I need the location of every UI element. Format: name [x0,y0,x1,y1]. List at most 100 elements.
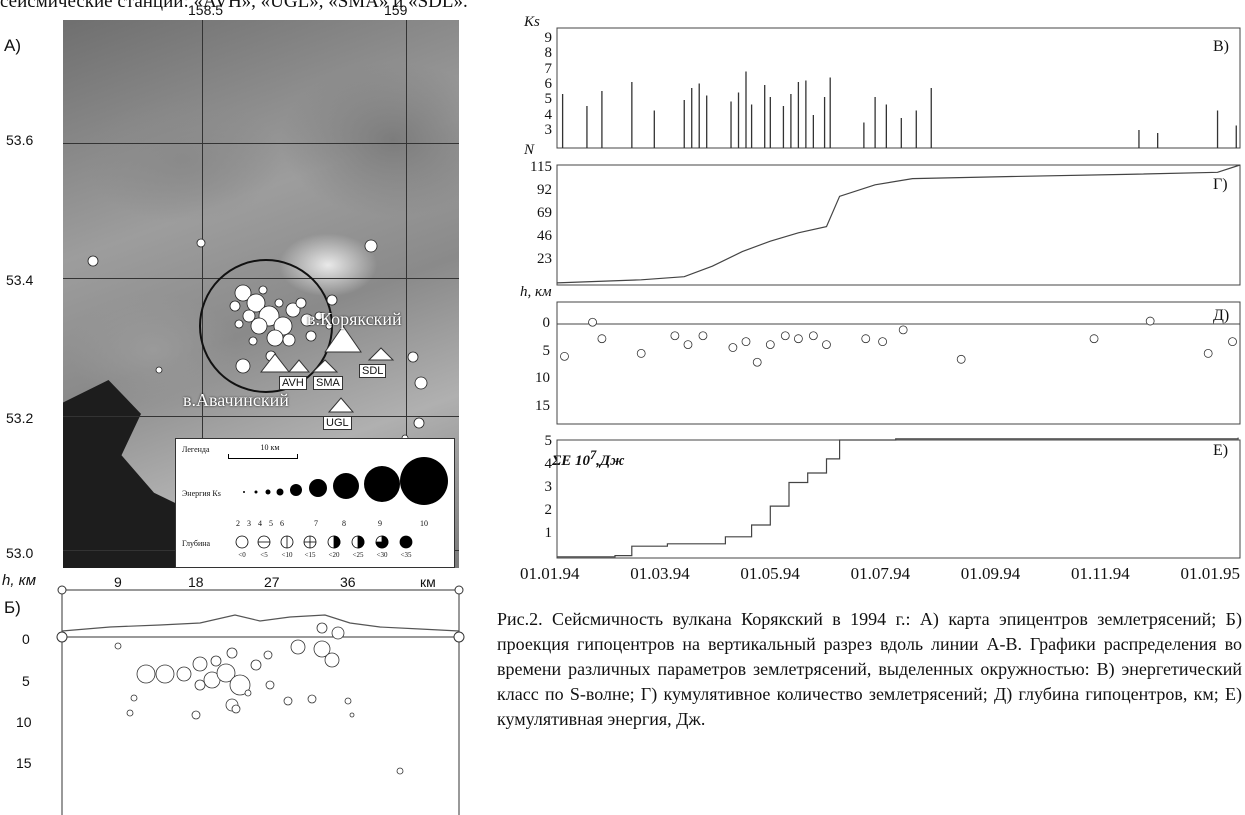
map-panel-label: А) [4,36,21,55]
avachinsky-label: в.Авачинский [183,390,289,410]
cross-section-plot [56,585,465,815]
ks-panel-label: В) [1213,38,1229,55]
h-point [878,337,887,347]
legend-energy-class: 3 [247,519,258,528]
section-x-tick: 9 [114,574,122,590]
legend-depth-class: <10 [281,551,293,559]
station-sdl: SDL [359,364,387,378]
e-tick: 3 [544,479,553,495]
legend-depth-label: Глубина [182,539,211,548]
n-tick: 92 [537,182,552,198]
h-point [808,331,818,341]
legend-scale-text: 10 км [260,443,280,452]
date-tick: 01.05.94 [740,564,800,583]
legend-energy-class: 4 [258,519,269,528]
e-tick: 5 [544,433,553,449]
grid-line [63,143,459,144]
section-x-tick: 18 [188,574,204,590]
h-point [822,340,831,349]
section-y-tick: 0 [22,631,30,647]
legend-energy-class: 6 [280,519,291,528]
e-series-line [557,437,1239,558]
e-title-main: ΣE 10 [552,453,591,469]
legend-energy-classes: 23456 [236,519,291,528]
section-y-title: h, км [2,572,37,589]
e-title-unit: ,Дж [596,453,625,469]
h-panel-label: Д) [1213,307,1230,324]
h-point [683,340,693,349]
section-y-tick: 15 [16,755,32,771]
legend-title: Легенда [182,445,210,454]
h-tick: 15 [535,398,550,414]
epicenter-overlay [87,238,428,442]
ks-tick: 4 [544,106,553,123]
h-point [670,331,680,341]
station-triangle-sma [311,359,339,373]
e-tick: 4 [544,456,553,472]
legend-energy-class: 5 [269,519,280,528]
n-line [556,164,1241,284]
ks-tick: 6 [544,76,553,92]
e-title-sup: 7 [590,448,597,462]
n-tick: 23 [537,251,552,267]
legend-energy-label: Энергия Кs [182,489,221,498]
station-triangle-ugl [327,397,355,413]
e-tick: 1 [544,525,553,541]
station-triangle-avh [287,359,311,373]
h-point [793,334,803,344]
legend-depth-class: <25 [352,551,364,559]
h-point [780,331,790,341]
h-point [861,334,871,344]
h-point [1228,337,1237,347]
top-text: сейсмические станции: «AVH», «UGL», «SMA… [0,0,468,12]
legend-depth-class: <35 [400,551,412,559]
date-tick: 01.01.95 [1180,564,1241,583]
date-tick: 01.03.94 [630,564,690,583]
h-point [898,325,908,335]
h-title: h, км [520,284,552,300]
legend-scale-bar [228,454,298,459]
section-y-tick: 10 [16,714,32,730]
lat-tick-2: 53.4 [6,272,34,288]
station-avh: AVH [279,376,307,390]
section-panel-label: Б) [4,598,21,617]
n-tick: 115 [530,159,552,175]
date-tick: 01.07.94 [850,564,911,583]
time-series-charts [556,27,1241,559]
h-point [1089,334,1099,344]
lon-tick-1: 158.5 [188,2,224,18]
h-point [1145,316,1155,326]
e-line [557,437,1239,558]
section-x-tick: 36 [340,574,356,590]
ks-tick: 8 [544,45,553,62]
figure-caption: Рис.2. Сейсмичность вулкана Корякский в … [497,609,1242,729]
map-legend: Легенда 10 км Энергия Кs Глубина 23 [175,438,455,568]
lat-tick-3: 53.2 [6,410,34,426]
h-point [588,317,597,327]
legend-depth-class: <0 [238,551,246,559]
date-axis: 01.01.94 01.03.94 01.05.94 01.07.94 01.0… [520,564,1240,584]
n-title: N [524,142,535,158]
h-point [1203,349,1213,358]
n-series-line [556,164,1241,284]
volcano-triangle [324,325,362,353]
ks-title: Ks [524,14,540,30]
h-point [765,340,775,349]
legend-energy-class: 9 [378,519,382,528]
n-tick: 46 [537,228,552,244]
h-point [741,337,751,347]
date-tick: 01.11.94 [1070,564,1130,583]
n-tick: 69 [537,205,552,221]
lat-tick-4: 53.0 [6,545,34,561]
legend-energy-class: 2 [236,519,247,528]
station-ugl: UGL [323,416,352,430]
legend-depth-class: <30 [376,551,388,559]
section-x-unit: км [420,574,436,590]
lat-tick-1: 53.6 [6,132,34,148]
h-point [752,357,762,367]
e-panel-label: Е) [1213,442,1229,459]
grid-line [406,20,407,568]
ks-tick: 5 [544,91,553,108]
legend-depth-class: <20 [328,551,340,559]
h-tick: 5 [542,342,551,359]
